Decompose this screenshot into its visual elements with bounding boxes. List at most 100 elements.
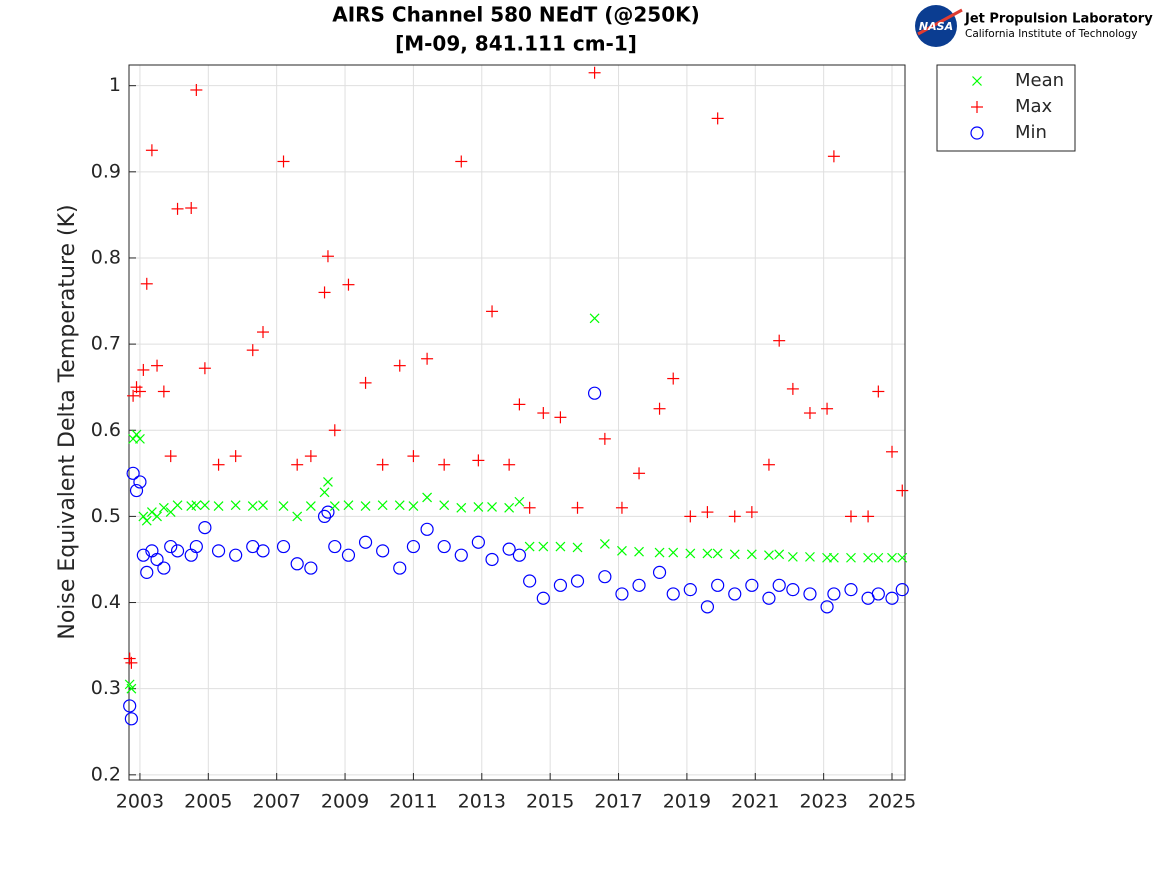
point [617, 545, 627, 556]
point [571, 501, 584, 514]
point [762, 591, 776, 605]
point [502, 542, 516, 556]
point-stroke [572, 542, 583, 553]
point [773, 334, 786, 347]
point [126, 466, 140, 480]
point [323, 477, 333, 487]
point [439, 500, 450, 511]
point [133, 475, 147, 489]
point [343, 500, 354, 511]
legend-label: Mean [1015, 70, 1064, 91]
point [711, 578, 725, 592]
point [276, 539, 291, 554]
point [360, 501, 371, 511]
x-tick-label: 2007 [252, 791, 300, 813]
point [145, 144, 158, 157]
point [485, 552, 499, 567]
point [171, 202, 184, 215]
point [846, 552, 856, 563]
point [258, 500, 268, 511]
point [278, 501, 289, 511]
point-stroke [258, 500, 268, 511]
point [422, 492, 433, 503]
point [318, 286, 331, 299]
point [589, 313, 600, 324]
point [304, 561, 318, 575]
x-tick-label: 2009 [321, 791, 369, 813]
point-stroke [473, 501, 484, 512]
point-stroke [487, 501, 497, 512]
point [862, 510, 875, 523]
point [229, 548, 243, 562]
y-tick-label: 0.7 [91, 333, 121, 355]
point [668, 547, 679, 558]
point [654, 547, 665, 558]
point [762, 458, 775, 471]
point [406, 539, 421, 554]
point [137, 363, 150, 376]
point [886, 445, 899, 458]
point [393, 561, 407, 575]
point [359, 376, 372, 389]
point [745, 506, 758, 519]
point [394, 500, 405, 511]
point [164, 539, 178, 554]
point [212, 458, 225, 471]
point [317, 509, 332, 523]
point-stroke [126, 683, 137, 694]
point [292, 511, 303, 522]
point [887, 552, 897, 563]
point [305, 501, 316, 511]
legend-marker [971, 101, 983, 113]
point [125, 656, 138, 669]
point [140, 277, 153, 290]
logo-badge-text: NASA [919, 20, 953, 33]
point [342, 278, 355, 291]
point [230, 500, 241, 511]
point-stroke [774, 549, 785, 560]
point-stroke [292, 511, 303, 522]
point [685, 548, 696, 559]
point [827, 587, 841, 601]
point [872, 385, 885, 398]
point-stroke [329, 501, 340, 511]
point [871, 587, 885, 601]
point [503, 458, 516, 471]
y-tick-label: 0.3 [91, 677, 121, 699]
point [702, 548, 713, 559]
point-stroke [141, 515, 152, 526]
point [844, 583, 858, 597]
point [358, 535, 373, 549]
point [131, 429, 142, 440]
point [537, 407, 550, 420]
point [786, 583, 800, 597]
point-stroke [172, 500, 183, 511]
point [454, 548, 468, 562]
point [124, 712, 138, 726]
point [487, 501, 497, 512]
point [376, 458, 389, 471]
point-stroke [634, 546, 644, 557]
point [246, 344, 259, 357]
point [211, 544, 226, 558]
x-tick-label: 2019 [663, 791, 711, 813]
point [588, 66, 601, 79]
point [523, 574, 537, 588]
point-stroke [617, 545, 627, 556]
point [437, 539, 451, 554]
point-stroke [456, 502, 467, 513]
x-tick-label: 2003 [116, 791, 164, 813]
point [473, 501, 484, 512]
point [157, 561, 171, 575]
point [129, 483, 144, 498]
point-stroke [191, 500, 202, 511]
point-stroke [278, 501, 289, 511]
point-stroke [685, 548, 696, 559]
point [634, 546, 644, 557]
point-stroke [729, 549, 740, 560]
point-stroke [146, 507, 157, 518]
x-tick-label: 2011 [389, 791, 437, 813]
logo-badge-circle [915, 5, 957, 47]
point [136, 548, 150, 562]
point-stroke [360, 501, 371, 511]
